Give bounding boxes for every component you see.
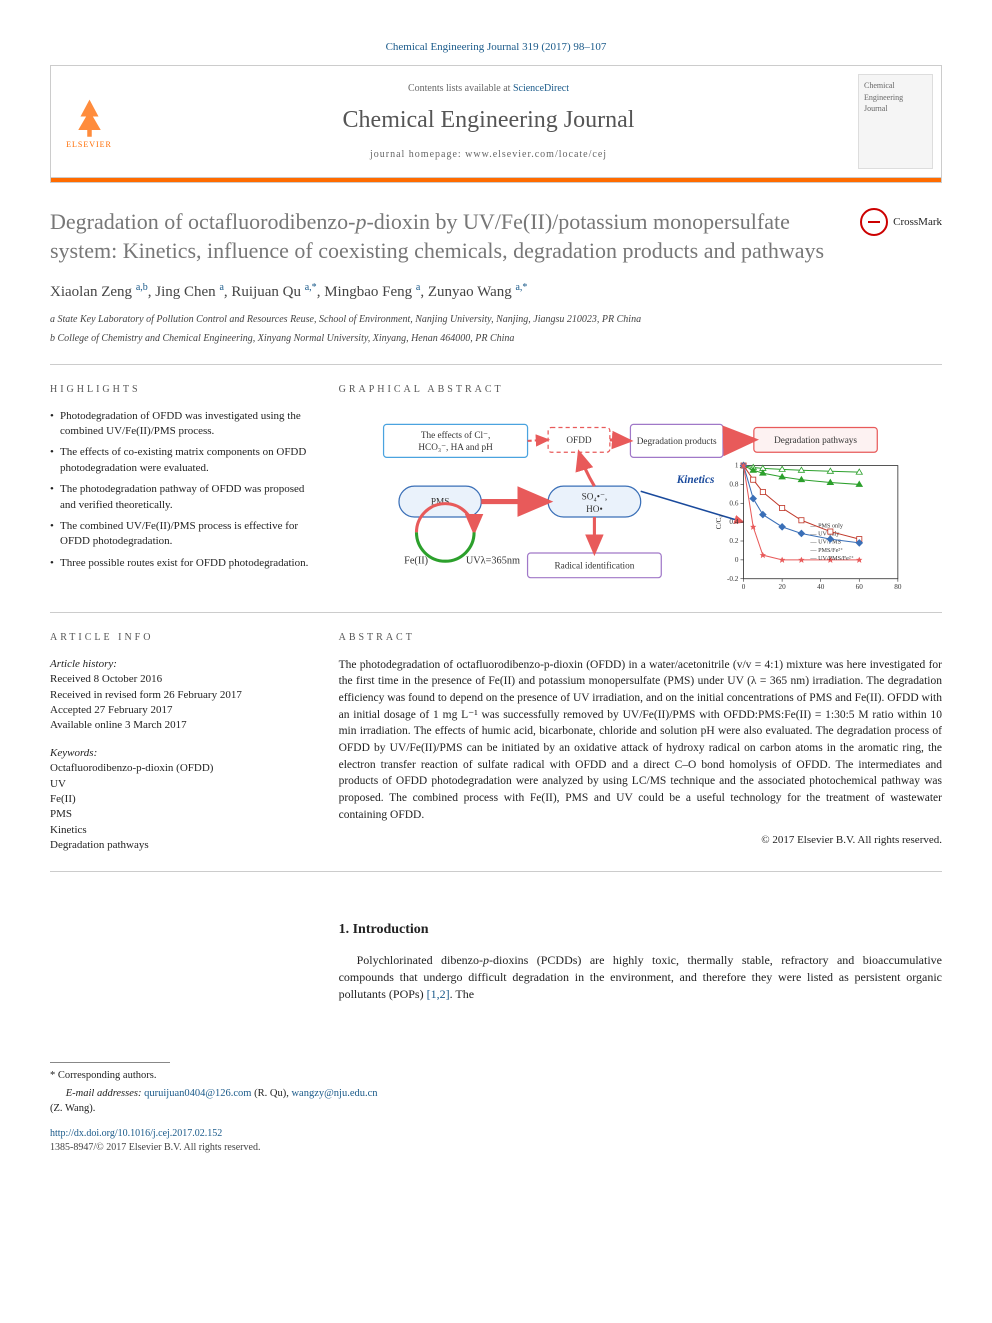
svg-text:Degradation pathways: Degradation pathways <box>774 436 857 446</box>
sciencedirect-link[interactable]: ScienceDirect <box>513 83 569 94</box>
svg-text:0.2: 0.2 <box>729 537 738 545</box>
journal-homepage: journal homepage: www.elsevier.com/locat… <box>134 148 843 162</box>
svg-text:20: 20 <box>778 583 786 589</box>
svg-text:0.4: 0.4 <box>729 518 738 526</box>
svg-text:— PMS/Fe²⁺: — PMS/Fe²⁺ <box>809 547 843 554</box>
ref-link[interactable]: [1,2] <box>427 987 450 1001</box>
svg-text:C/C₀: C/C₀ <box>715 514 723 529</box>
keyword: Fe(II) <box>50 792 309 807</box>
svg-text:UVλ=365nm: UVλ=365nm <box>465 555 519 566</box>
keyword: Degradation pathways <box>50 838 309 853</box>
highlight-item: The photodegradation pathway of OFDD was… <box>50 482 309 513</box>
article-title: Degradation of octafluorodibenzo-p-dioxi… <box>50 208 942 265</box>
svg-text:— PMS only: — PMS only <box>809 523 843 529</box>
graphical-abstract: The effects of Cl⁻, HCO₃⁻, HA and pH OFDD D… <box>339 409 942 594</box>
svg-text:HO•: HO• <box>586 504 603 514</box>
citation: Chemical Engineering Journal 319 (2017) … <box>50 40 942 55</box>
received-date: Received 8 October 2016 <box>50 672 309 687</box>
intro-heading: 1. Introduction <box>339 920 942 940</box>
affiliations: a State Key Laboratory of Pollution Cont… <box>50 313 942 346</box>
graphical-abstract-label: GRAPHICAL ABSTRACT <box>339 383 942 397</box>
svg-text:SO₄•⁻,: SO₄•⁻, <box>581 492 606 502</box>
journal-name: Chemical Engineering Journal <box>134 104 843 138</box>
doi-link[interactable]: http://dx.doi.org/10.1016/j.cej.2017.02.… <box>50 1128 222 1139</box>
highlights-list: Photodegradation of OFDD was investigate… <box>50 409 309 572</box>
svg-text:Kinetics: Kinetics <box>675 474 714 486</box>
keyword: Octafluorodibenzo-p-dioxin (OFDD) <box>50 761 309 776</box>
svg-text:HCO₃⁻, HA and pH: HCO₃⁻, HA and pH <box>418 443 493 453</box>
svg-text:— UV/PMS: — UV/PMS <box>809 539 841 545</box>
journal-header: ELSEVIER Contents lists available at Sci… <box>50 65 942 183</box>
svg-text:1: 1 <box>734 461 738 469</box>
email-link-2[interactable]: wangzy@nju.edu.cn <box>291 1088 377 1099</box>
article-info-label: ARTICLE INFO <box>50 631 309 645</box>
corresponding-note: * Corresponding authors. <box>50 1069 942 1084</box>
graphical-abstract-diagram: The effects of Cl⁻, HCO₃⁻, HA and pH OFDD D… <box>339 409 942 589</box>
footer: * Corresponding authors. E-mail addresse… <box>50 1062 942 1154</box>
keyword: PMS <box>50 807 309 822</box>
highlight-item: Photodegradation of OFDD was investigate… <box>50 409 309 440</box>
email-link-1[interactable]: quruijuan0404@126.com <box>144 1088 251 1099</box>
issn: 1385-8947/© 2017 Elsevier B.V. All right… <box>50 1141 942 1155</box>
article-info: Article history: Received 8 October 2016… <box>50 657 309 854</box>
intro-paragraph: Polychlorinated dibenzo-p-dioxins (PCDDs… <box>339 952 942 1002</box>
keyword: Kinetics <box>50 823 309 838</box>
svg-text:-0.2: -0.2 <box>727 574 739 582</box>
abstract-text: The photodegradation of octafluorodibenz… <box>339 657 942 824</box>
copyright: © 2017 Elsevier B.V. All rights reserved… <box>339 833 942 848</box>
highlight-item: The combined UV/Fe(II)/PMS process is ef… <box>50 519 309 550</box>
svg-text:OFDD: OFDD <box>566 436 592 446</box>
accepted-date: Accepted 27 February 2017 <box>50 703 309 718</box>
svg-text:60: 60 <box>855 583 863 589</box>
svg-text:Degradation products: Degradation products <box>636 437 716 447</box>
svg-text:The effects of Cl⁻,: The effects of Cl⁻, <box>420 430 489 440</box>
svg-text:— UV/PMS/Fe²⁺: — UV/PMS/Fe²⁺ <box>809 555 854 562</box>
affiliation-a: a State Key Laboratory of Pollution Cont… <box>50 313 942 327</box>
journal-cover-thumbnail: Chemical Engineering Journal <box>858 74 933 169</box>
affiliation-b: b College of Chemistry and Chemical Engi… <box>50 332 942 346</box>
svg-text:0: 0 <box>734 555 738 563</box>
authors: Xiaolan Zeng a,b, Jing Chen a, Ruijuan Q… <box>50 281 942 303</box>
keywords-list: Octafluorodibenzo-p-dioxin (OFDD)UVFe(II… <box>50 761 309 853</box>
svg-text:0.6: 0.6 <box>729 499 738 507</box>
contents-available: Contents lists available at ScienceDirec… <box>134 82 843 96</box>
svg-text:Radical identification: Radical identification <box>554 561 634 571</box>
highlight-item: Three possible routes exist for OFDD pho… <box>50 556 309 571</box>
abstract-label: ABSTRACT <box>339 631 942 645</box>
svg-text:Fe(II): Fe(II) <box>404 555 428 566</box>
elsevier-logo: ELSEVIER <box>59 89 119 154</box>
crossmark-icon <box>860 208 888 236</box>
online-date: Available online 3 March 2017 <box>50 718 309 733</box>
keyword: UV <box>50 777 309 792</box>
crossmark-badge[interactable]: CrossMark <box>860 208 942 236</box>
highlight-item: The effects of co-existing matrix compon… <box>50 445 309 476</box>
svg-text:0: 0 <box>741 583 745 589</box>
highlights-label: HIGHLIGHTS <box>50 383 309 397</box>
revised-date: Received in revised form 26 February 201… <box>50 688 309 703</box>
svg-text:0.8: 0.8 <box>729 480 738 488</box>
svg-text:— UV only: — UV only <box>809 531 840 537</box>
svg-text:40: 40 <box>817 583 825 589</box>
svg-text:80: 80 <box>894 583 902 589</box>
